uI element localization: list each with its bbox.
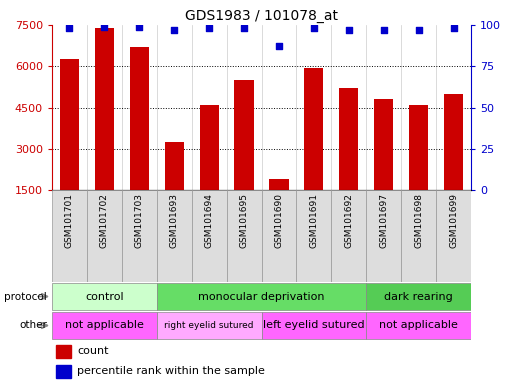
Bar [157,190,192,282]
Bar [56,365,71,378]
Text: GSM101693: GSM101693 [170,193,179,248]
Text: not applicable: not applicable [379,321,458,331]
Point [415,27,423,33]
Text: GSM101698: GSM101698 [414,193,423,248]
Bar [304,68,324,190]
Bar [444,94,463,190]
Text: GSM101691: GSM101691 [309,193,319,248]
Text: percentile rank within the sample: percentile rank within the sample [77,366,265,376]
Bar [297,190,331,282]
Bar [234,80,253,190]
Bar [95,28,114,190]
Text: GSM101697: GSM101697 [379,193,388,248]
Point [240,25,248,31]
Point [100,23,108,30]
Bar [366,190,401,282]
Bar [262,311,366,339]
Text: left eyelid sutured: left eyelid sutured [263,321,365,331]
Text: GSM101695: GSM101695 [240,193,248,248]
Point [449,25,458,31]
Bar [165,142,184,190]
Text: not applicable: not applicable [65,321,144,331]
Text: GSM101701: GSM101701 [65,193,74,248]
Bar [366,283,471,310]
Point [170,27,179,33]
Bar [52,190,87,282]
Text: other: other [19,321,47,331]
Text: right eyelid sutured: right eyelid sutured [164,321,254,330]
Text: dark rearing: dark rearing [384,291,453,301]
Text: GSM101703: GSM101703 [135,193,144,248]
Bar [56,345,71,358]
Bar [60,60,79,190]
Text: GSM101690: GSM101690 [274,193,284,248]
Bar [374,99,393,190]
Point [205,25,213,31]
Bar [436,190,471,282]
Bar [262,190,297,282]
Title: GDS1983 / 101078_at: GDS1983 / 101078_at [185,8,338,23]
Bar [87,190,122,282]
Text: monocular deprivation: monocular deprivation [198,291,325,301]
Bar [401,190,436,282]
Point [345,27,353,33]
Bar [130,47,149,190]
Bar [331,190,366,282]
Bar [157,311,262,339]
Text: GSM101694: GSM101694 [205,193,213,248]
Bar [366,311,471,339]
Text: protocol: protocol [4,291,47,301]
Point [310,25,318,31]
Text: GSM101692: GSM101692 [344,193,353,248]
Bar [269,179,288,190]
Point [380,27,388,33]
Bar [200,105,219,190]
Text: control: control [85,291,124,301]
Bar [339,88,359,190]
Bar [409,105,428,190]
Point [275,43,283,50]
Text: GSM101699: GSM101699 [449,193,458,248]
Text: GSM101702: GSM101702 [100,193,109,248]
Point [135,23,144,30]
Text: count: count [77,346,109,356]
Bar [52,283,157,310]
Bar [122,190,157,282]
Bar [52,311,157,339]
Bar [157,283,366,310]
Point [65,25,73,31]
Bar [227,190,262,282]
Bar [192,190,227,282]
